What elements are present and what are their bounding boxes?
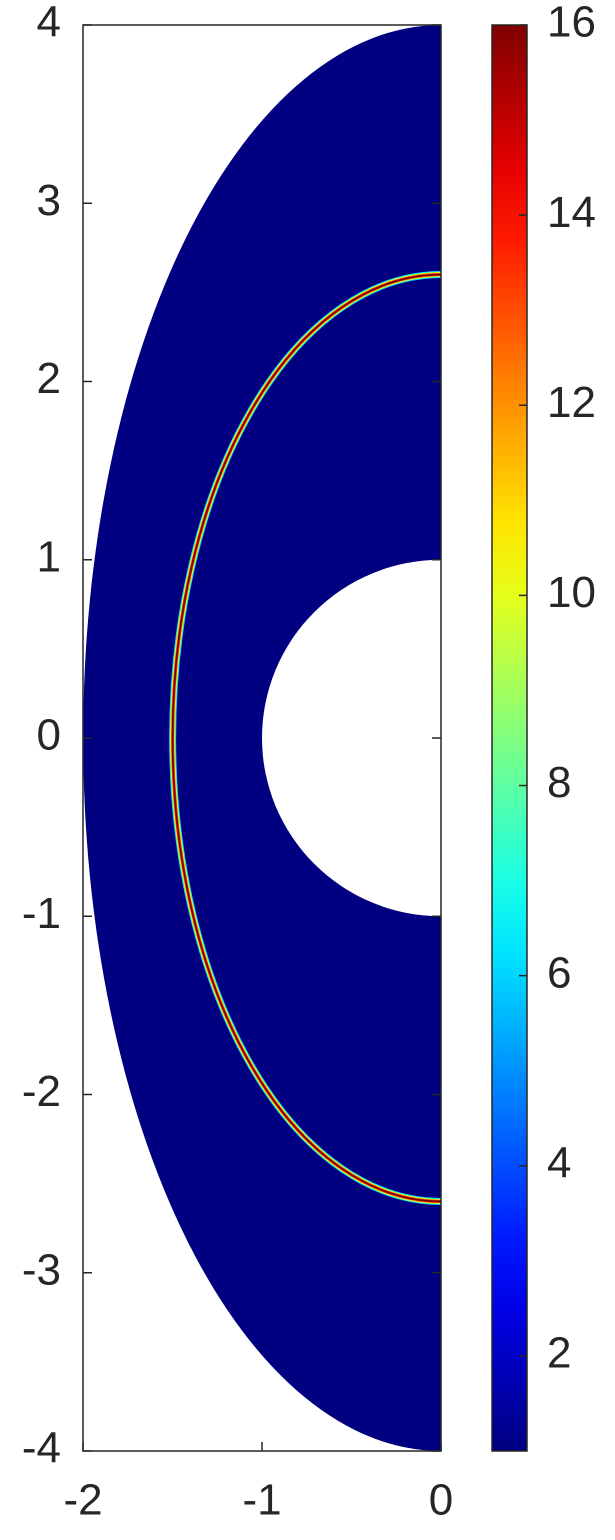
y-tick-label: -1 [22, 889, 61, 938]
y-tick-label: 0 [37, 711, 61, 760]
colorbar-tick-label: 16 [547, 0, 596, 47]
colorbar-tick-label: 14 [547, 188, 596, 237]
x-tick-label: -2 [63, 1476, 102, 1525]
y-tick-label: -4 [22, 1424, 61, 1473]
y-tick-label: -2 [22, 1067, 61, 1116]
colorbar-tick-label: 2 [547, 1329, 571, 1378]
plot-area [83, 25, 441, 1451]
y-tick-label: -3 [22, 1245, 61, 1294]
x-tick-label: -1 [242, 1476, 281, 1525]
x-tick-label: 0 [429, 1476, 453, 1525]
y-tick-label: 2 [37, 354, 61, 403]
colorbar-tick-label: 4 [547, 1138, 571, 1187]
y-tick-label: 4 [37, 0, 61, 47]
colorbar [491, 24, 528, 1452]
colorbar-tick-label: 10 [547, 568, 596, 617]
colorbar-tick-label: 8 [547, 758, 571, 807]
y-tick-label: 3 [37, 176, 61, 225]
front-ring [171, 273, 441, 1203]
domain-field [83, 25, 441, 1451]
colorbar-tick-label: 6 [547, 948, 571, 997]
colorbar-tick-label: 12 [547, 378, 596, 427]
y-tick-label: 1 [37, 532, 61, 581]
